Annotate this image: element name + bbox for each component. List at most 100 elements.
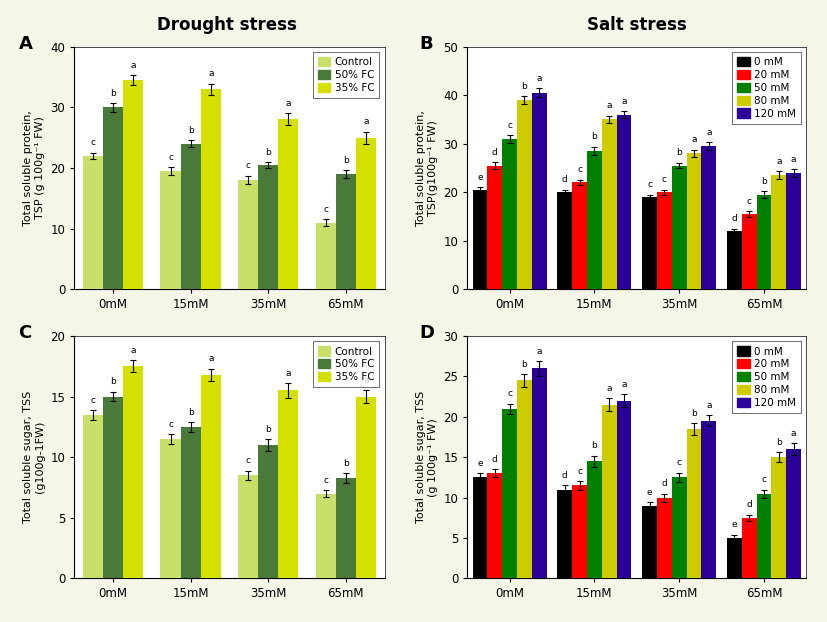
Bar <box>238 180 258 289</box>
Text: Salt stress: Salt stress <box>587 16 686 34</box>
Bar <box>757 195 772 289</box>
Bar <box>657 498 672 578</box>
Text: Drought stress: Drought stress <box>157 16 298 34</box>
Text: c: c <box>507 389 512 399</box>
Text: D: D <box>420 323 435 341</box>
Text: a: a <box>537 346 542 356</box>
Text: c: c <box>662 175 667 185</box>
Legend: 0 mM, 20 mM, 50 mM, 80 mM, 120 mM: 0 mM, 20 mM, 50 mM, 80 mM, 120 mM <box>732 52 801 124</box>
Text: a: a <box>791 429 796 438</box>
Text: b: b <box>343 156 349 165</box>
Bar <box>727 231 742 289</box>
Text: c: c <box>507 121 512 129</box>
Y-axis label: Total soluble protein,
TSP(g100g⁻¹ FW): Total soluble protein, TSP(g100g⁻¹ FW) <box>416 110 437 226</box>
Text: b: b <box>691 409 697 418</box>
Bar <box>572 182 587 289</box>
Bar <box>180 144 201 289</box>
Y-axis label: Total soluble sugar, TSS
(g 100g⁻¹ FW): Total soluble sugar, TSS (g 100g⁻¹ FW) <box>416 391 437 523</box>
Text: a: a <box>791 155 796 164</box>
Text: d: d <box>731 214 737 223</box>
Text: b: b <box>265 425 271 434</box>
Bar <box>786 449 801 578</box>
Bar <box>587 462 602 578</box>
Bar <box>557 192 572 289</box>
Bar <box>502 409 517 578</box>
Y-axis label: Total soluble sugar, TSS
(g100g-1FW): Total soluble sugar, TSS (g100g-1FW) <box>23 391 45 523</box>
Text: d: d <box>492 148 498 157</box>
Text: c: c <box>577 467 582 476</box>
Bar <box>316 494 336 578</box>
Text: c: c <box>168 420 173 429</box>
Text: B: B <box>420 34 433 52</box>
Bar <box>642 506 657 578</box>
Bar <box>617 114 632 289</box>
Bar <box>83 156 103 289</box>
Text: b: b <box>265 147 271 157</box>
Text: a: a <box>691 135 697 144</box>
Text: e: e <box>647 488 653 497</box>
Bar <box>336 174 356 289</box>
Bar <box>279 119 299 289</box>
Text: c: c <box>577 165 582 174</box>
Bar <box>472 478 487 578</box>
Text: e: e <box>477 459 483 468</box>
Bar <box>727 538 742 578</box>
Text: b: b <box>343 458 349 468</box>
Bar <box>123 80 143 289</box>
Bar <box>279 391 299 578</box>
Bar <box>258 165 279 289</box>
Bar <box>316 223 336 289</box>
Text: d: d <box>562 175 567 185</box>
Text: d: d <box>662 479 667 488</box>
Text: b: b <box>522 82 528 91</box>
Text: b: b <box>591 132 597 141</box>
Text: c: c <box>747 197 752 206</box>
Text: b: b <box>110 89 116 98</box>
Text: c: c <box>676 458 681 467</box>
Bar <box>83 415 103 578</box>
Bar <box>786 173 801 289</box>
Bar <box>103 107 123 289</box>
Bar <box>517 381 532 578</box>
Text: d: d <box>562 471 567 480</box>
Bar <box>572 485 587 578</box>
Bar <box>258 445 279 578</box>
Text: d: d <box>492 455 498 464</box>
Text: c: c <box>647 180 652 189</box>
Text: a: a <box>537 74 542 83</box>
Bar <box>487 165 502 289</box>
Legend: Control, 50% FC, 35% FC: Control, 50% FC, 35% FC <box>313 341 380 388</box>
Text: a: a <box>208 69 213 78</box>
Bar <box>701 146 716 289</box>
Text: A: A <box>19 34 32 52</box>
Bar <box>356 137 376 289</box>
Bar <box>672 165 686 289</box>
Bar <box>160 439 180 578</box>
Text: a: a <box>606 101 612 110</box>
Bar <box>587 151 602 289</box>
Text: b: b <box>110 378 116 386</box>
Text: b: b <box>188 126 194 135</box>
Bar <box>356 397 376 578</box>
Text: c: c <box>246 456 251 465</box>
Bar <box>742 214 757 289</box>
Text: d: d <box>746 500 752 509</box>
Bar <box>686 154 701 289</box>
Bar <box>472 190 487 289</box>
Text: a: a <box>621 380 627 389</box>
Text: a: a <box>606 384 612 393</box>
Text: c: c <box>762 475 767 484</box>
Bar <box>657 192 672 289</box>
Y-axis label: Total soluble protein,
TSP (g 100g⁻¹ FW): Total soluble protein, TSP (g 100g⁻¹ FW) <box>23 110 45 226</box>
Bar <box>772 457 786 578</box>
Bar <box>686 429 701 578</box>
Text: b: b <box>188 407 194 417</box>
Text: e: e <box>731 521 737 529</box>
Bar <box>532 368 547 578</box>
Text: C: C <box>19 323 32 341</box>
Bar <box>742 518 757 578</box>
Bar <box>672 478 686 578</box>
Bar <box>517 100 532 289</box>
Text: c: c <box>168 153 173 162</box>
Bar <box>487 473 502 578</box>
